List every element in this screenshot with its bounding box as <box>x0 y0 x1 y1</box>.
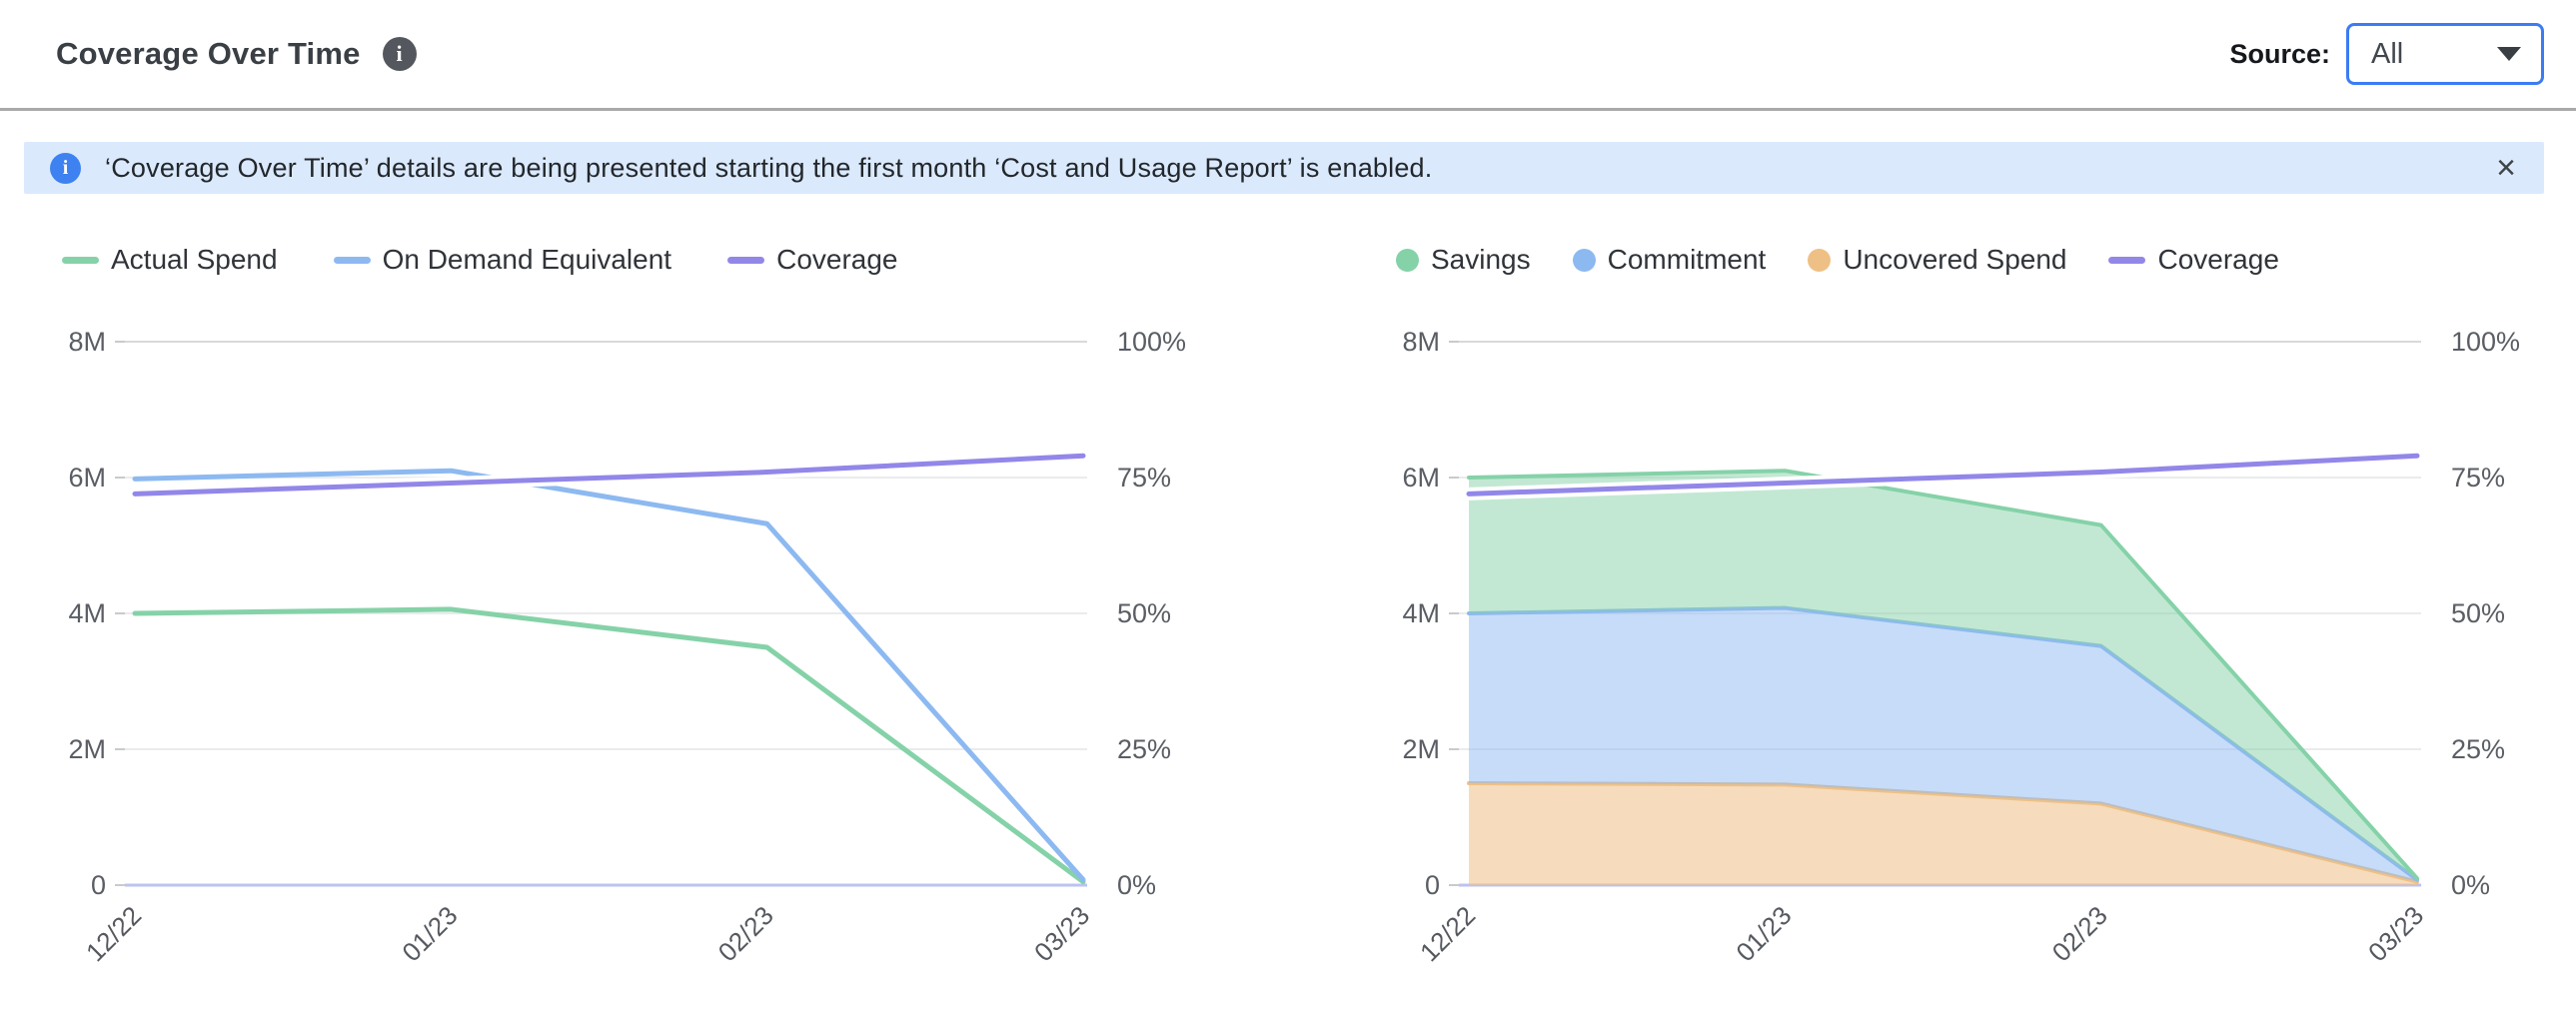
y2-axis-tick-label: 25% <box>2451 734 2505 764</box>
series-line-on-demand-equivalent <box>135 471 1083 879</box>
y-axis-tick-label: 4M <box>68 598 106 628</box>
x-axis-tick-label: 01/23 <box>396 900 463 967</box>
y-axis-tick-label: 0 <box>1425 870 1440 900</box>
x-axis-tick-label: 12/22 <box>80 900 147 967</box>
banner-text: ‘Coverage Over Time’ details are being p… <box>105 153 2472 184</box>
spend-coverage-line-chart[interactable]: 8M 100% 6M 75% 4M 50% 2M 25% 0 0% 12/22 01/23 02/23 0… <box>30 314 1259 1003</box>
page-title: Coverage Over Time <box>56 36 361 72</box>
savings-commitment-area-chart-panel: Savings Commitment Uncovered Spend Cover… <box>1364 242 2576 1003</box>
source-filter: Source: All <box>2229 23 2544 85</box>
x-axis-tick-label: 12/22 <box>1414 900 1481 967</box>
y2-axis-tick-label: 75% <box>1117 463 1171 493</box>
info-banner: i ‘Coverage Over Time’ details are being… <box>24 142 2544 194</box>
coverage-over-time-panel: Coverage Over Time i Source: All i ‘Cove… <box>0 0 2576 1015</box>
legend-label: Coverage <box>2157 244 2278 276</box>
actual-spend-swatch-icon <box>62 257 99 264</box>
x-axis-tick-label: 02/23 <box>2046 900 2113 967</box>
legend-label: Coverage <box>776 244 897 276</box>
coverage-swatch-icon <box>2108 257 2145 264</box>
y2-axis-tick-label: 50% <box>2451 598 2505 628</box>
title-info-icon[interactable]: i <box>383 37 417 71</box>
coverage-swatch-icon <box>727 257 764 264</box>
y2-axis-tick-label: 50% <box>1117 598 1171 628</box>
x-axis-tick-label: 03/23 <box>2362 900 2429 967</box>
caret-down-icon <box>2497 47 2521 61</box>
left-chart-legend: Actual Spend On Demand Equivalent Covera… <box>62 242 1259 278</box>
title-wrap: Coverage Over Time i <box>56 36 417 72</box>
legend-item-on-demand-equivalent[interactable]: On Demand Equivalent <box>334 244 672 276</box>
source-selected-value: All <box>2371 38 2497 71</box>
x-axis-tick-label: 02/23 <box>712 900 779 967</box>
header-divider <box>0 108 2576 111</box>
legend-item-actual-spend[interactable]: Actual Spend <box>62 244 278 276</box>
right-chart-legend: Savings Commitment Uncovered Spend Cover… <box>1396 242 2576 278</box>
y2-axis-tick-label: 25% <box>1117 734 1171 764</box>
savings-commitment-area-chart[interactable]: 8M 100% 6M 75% 4M 50% 2M 25% 0 0% 12/22 01/23 02/23 0… <box>1364 314 2576 1003</box>
y-axis-tick-label: 4M <box>1402 598 1440 628</box>
legend-item-savings[interactable]: Savings <box>1396 244 1531 276</box>
x-axis-tick-label: 03/23 <box>1028 900 1095 967</box>
uncovered-spend-swatch-icon <box>1808 249 1831 272</box>
panel-header: Coverage Over Time i Source: All <box>0 0 2576 108</box>
banner-info-icon: i <box>50 153 81 184</box>
on-demand-swatch-icon <box>334 257 371 264</box>
legend-label: On Demand Equivalent <box>383 244 672 276</box>
source-select[interactable]: All <box>2346 23 2544 85</box>
y-axis-tick-label: 6M <box>1402 463 1440 493</box>
legend-label: Commitment <box>1608 244 1767 276</box>
y-axis-tick-label: 2M <box>68 734 106 764</box>
legend-label: Actual Spend <box>111 244 278 276</box>
charts-row: Actual Spend On Demand Equivalent Covera… <box>0 242 2576 1003</box>
banner-close-button[interactable]: × <box>2496 151 2516 185</box>
y-axis-tick-label: 8M <box>1402 327 1440 357</box>
legend-item-uncovered-spend[interactable]: Uncovered Spend <box>1808 244 2066 276</box>
y2-axis-tick-label: 75% <box>2451 463 2505 493</box>
source-label: Source: <box>2229 39 2330 70</box>
y-axis-tick-label: 8M <box>68 327 106 357</box>
x-axis-tick-label: 01/23 <box>1730 900 1797 967</box>
series-line-actual-spend <box>135 609 1083 882</box>
legend-item-commitment[interactable]: Commitment <box>1573 244 1767 276</box>
commitment-swatch-icon <box>1573 249 1596 272</box>
spend-coverage-line-chart-panel: Actual Spend On Demand Equivalent Covera… <box>30 242 1259 1003</box>
y2-axis-tick-label: 100% <box>2451 327 2520 357</box>
y2-axis-tick-label: 100% <box>1117 327 1186 357</box>
legend-label: Savings <box>1431 244 1531 276</box>
y2-axis-tick-label: 0% <box>2451 870 2490 900</box>
legend-label: Uncovered Spend <box>1843 244 2066 276</box>
y-axis-tick-label: 2M <box>1402 734 1440 764</box>
y2-axis-tick-label: 0% <box>1117 870 1156 900</box>
legend-item-coverage-left[interactable]: Coverage <box>727 244 897 276</box>
savings-swatch-icon <box>1396 249 1419 272</box>
y-axis-tick-label: 0 <box>91 870 106 900</box>
legend-item-coverage-right[interactable]: Coverage <box>2108 244 2278 276</box>
y-axis-tick-label: 6M <box>68 463 106 493</box>
